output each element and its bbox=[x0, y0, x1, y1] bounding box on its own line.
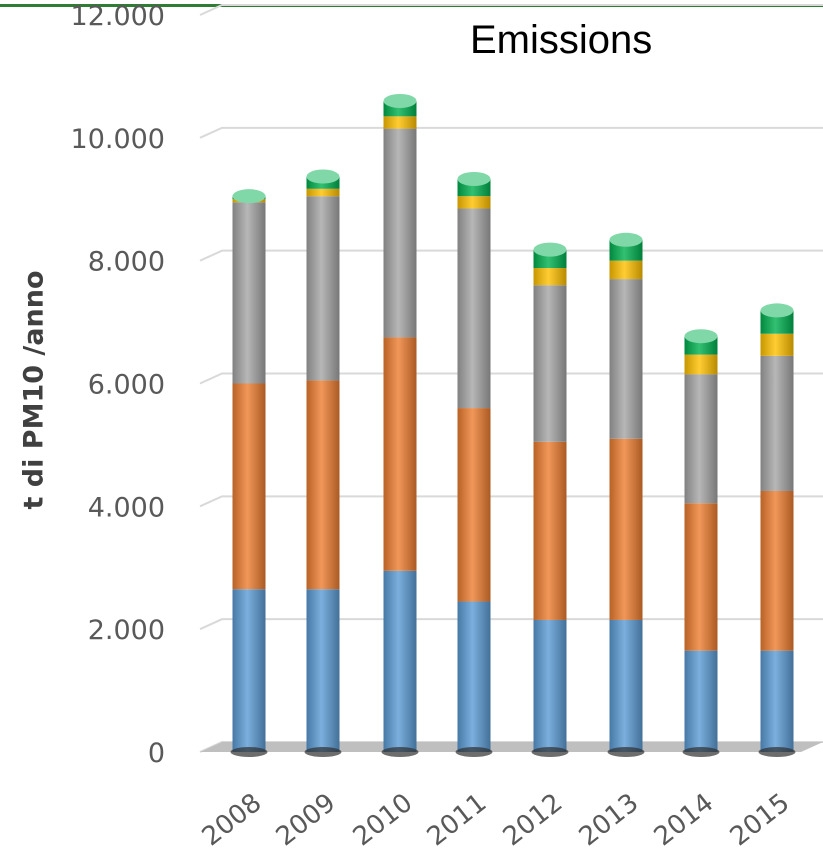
y-tick-label: 2.000 bbox=[88, 615, 165, 646]
bar-segment bbox=[609, 619, 643, 752]
gridline bbox=[199, 495, 823, 508]
y-axis-label: t di PM10 /anno bbox=[18, 270, 50, 510]
x-tick-label: 2010 bbox=[348, 788, 419, 852]
gridline bbox=[199, 618, 823, 631]
x-tick-label: 2012 bbox=[498, 788, 569, 852]
bar-segment bbox=[684, 503, 718, 651]
bar-cap bbox=[684, 329, 718, 344]
bar-segment bbox=[760, 490, 794, 651]
bar-segment bbox=[609, 260, 643, 280]
chart-floor bbox=[200, 742, 823, 752]
bar-segment bbox=[232, 202, 266, 384]
bar-base bbox=[230, 747, 268, 757]
bar-segment bbox=[760, 355, 794, 491]
bar-segment bbox=[609, 438, 643, 620]
x-tick-label: 2011 bbox=[422, 788, 493, 852]
bar-base bbox=[682, 747, 720, 757]
bar-segment bbox=[533, 285, 567, 442]
bar-segment bbox=[306, 380, 340, 590]
x-tick-label: 2008 bbox=[197, 788, 268, 852]
x-tick-label: 2014 bbox=[649, 788, 720, 852]
chart-title: Emissions bbox=[470, 18, 653, 62]
bar-segment bbox=[383, 570, 417, 752]
bar-segment bbox=[232, 383, 266, 590]
y-tick-label: 4.000 bbox=[88, 492, 165, 523]
bar-segment bbox=[533, 619, 567, 752]
bar-cap bbox=[306, 169, 340, 184]
bar-cap bbox=[232, 189, 266, 204]
bar-segment bbox=[457, 601, 491, 752]
bar-cap bbox=[760, 303, 794, 318]
bar-segment bbox=[609, 279, 643, 439]
x-tick-label: 2013 bbox=[574, 788, 645, 852]
bar-base bbox=[381, 747, 419, 757]
bar-segment bbox=[306, 188, 340, 197]
bar-cap bbox=[533, 242, 567, 257]
bar-segment bbox=[684, 650, 718, 752]
bar-segment bbox=[760, 333, 794, 356]
bar-segment bbox=[306, 196, 340, 381]
bar-segment bbox=[383, 337, 417, 571]
bar-segment bbox=[760, 650, 794, 752]
bar-segment bbox=[533, 441, 567, 620]
gridline bbox=[199, 372, 823, 385]
bar-segment bbox=[232, 589, 266, 752]
bar-base bbox=[455, 747, 493, 757]
y-tick-label: 6.000 bbox=[88, 370, 165, 401]
bar-segment bbox=[684, 354, 718, 375]
y-tick-label: 10.000 bbox=[71, 124, 165, 155]
bar-segment bbox=[457, 408, 491, 602]
x-tick-label: 2015 bbox=[725, 788, 796, 852]
bar-segment bbox=[533, 268, 567, 286]
bar-cap bbox=[383, 93, 417, 108]
y-tick-label: 0 bbox=[148, 738, 165, 769]
gridline bbox=[199, 4, 823, 16]
bar-segment bbox=[457, 208, 491, 409]
bar-base bbox=[304, 747, 342, 757]
bar-segment bbox=[457, 196, 491, 209]
y-tick-label: 12.000 bbox=[71, 1, 165, 32]
bar-cap bbox=[457, 171, 491, 186]
gridline bbox=[199, 249, 823, 262]
bar-cap bbox=[609, 232, 643, 247]
x-tick-label: 2009 bbox=[271, 788, 342, 852]
bar-segment bbox=[684, 374, 718, 504]
bar-segment bbox=[306, 589, 340, 752]
bar-base bbox=[607, 747, 645, 757]
bar-base bbox=[758, 747, 796, 757]
bar-base bbox=[531, 747, 569, 757]
bar-segment bbox=[383, 116, 417, 129]
bar-segment bbox=[383, 128, 417, 338]
gridline bbox=[199, 126, 823, 139]
y-tick-label: 8.000 bbox=[88, 247, 165, 278]
